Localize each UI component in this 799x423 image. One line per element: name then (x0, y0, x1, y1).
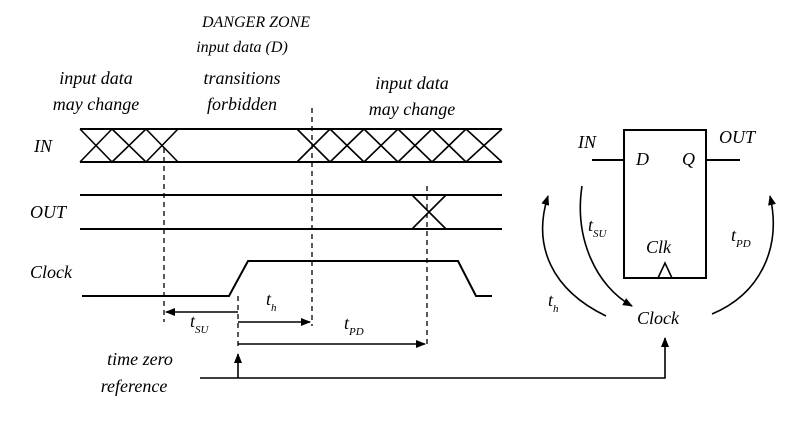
time-zero-label-line1: time zero (107, 349, 173, 369)
ff-clk-label: Clk (646, 237, 672, 257)
forbidden-label-line1: transitions (203, 68, 280, 88)
ff-out-label: OUT (719, 127, 757, 147)
ff-d-label: D (635, 149, 649, 169)
t-h-label: th (266, 289, 277, 314)
right-change-label-line1: input data (375, 73, 449, 93)
right-change-label-line2: may change (369, 99, 455, 119)
out-waveform (80, 194, 502, 230)
ff-q-label: Q (682, 149, 695, 169)
ff-t-h-label: th (548, 290, 559, 315)
forbidden-label-line2: forbidden (207, 94, 277, 114)
left-change-label-line1: input data (59, 68, 133, 88)
ff-in-label: IN (577, 132, 597, 152)
clock-input-triangle (657, 261, 673, 279)
timing-arrows (165, 308, 426, 348)
out-signal-label: OUT (30, 202, 68, 222)
ff-t-pd-label: tPD (731, 225, 751, 250)
left-change-label-line2: may change (53, 94, 139, 114)
ff-clock-label: Clock (637, 308, 680, 328)
danger-zone-title: DANGER ZONE (201, 14, 310, 31)
clock-signal-label: Clock (30, 262, 73, 282)
t-pd-label: tPD (344, 313, 364, 338)
time-zero-label-line2: reference (101, 376, 168, 396)
flip-flop (592, 129, 740, 279)
t-su-label: tSU (190, 311, 210, 336)
danger-zone-subtitle: input data (D) (196, 39, 288, 56)
time-zero-arrows (200, 337, 669, 379)
clock-waveform (82, 260, 492, 297)
ff-timing-curves (541, 185, 776, 317)
timing-guides (163, 108, 428, 350)
flip-flop-box (623, 129, 707, 279)
in-signal-label: IN (33, 136, 53, 156)
in-waveform (79, 128, 503, 163)
ff-t-su-label: tSU (588, 215, 608, 240)
